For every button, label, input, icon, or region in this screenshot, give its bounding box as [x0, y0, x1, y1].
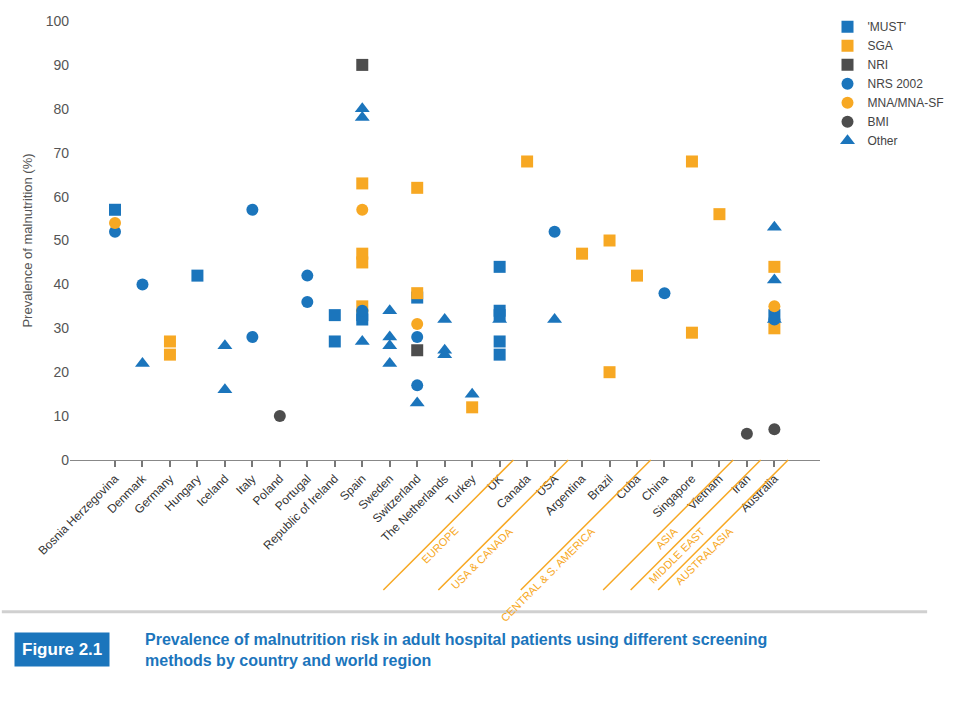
svg-text:The Netherlands: The Netherlands: [378, 472, 451, 545]
svg-text:Turkey: Turkey: [443, 472, 479, 508]
svg-text:Cuba: Cuba: [613, 472, 643, 502]
svg-text:Vietnam: Vietnam: [685, 472, 726, 513]
svg-text:50: 50: [53, 232, 69, 248]
svg-text:Italy: Italy: [233, 472, 258, 497]
svg-text:Prevalence of malnutrition (%): Prevalence of malnutrition (%): [20, 153, 35, 327]
svg-text:Spain: Spain: [337, 472, 369, 504]
svg-text:Portugal: Portugal: [272, 472, 314, 514]
svg-text:Prevalence of malnutrition ris: Prevalence of malnutrition risk in adult…: [145, 631, 767, 669]
svg-text:Switzerland: Switzerland: [370, 472, 424, 526]
svg-text:Brazil: Brazil: [585, 472, 616, 503]
svg-text:90: 90: [53, 57, 69, 73]
svg-text:NRS 2002: NRS 2002: [868, 77, 924, 91]
svg-text:CENTRAL & S. AMERICA: CENTRAL & S. AMERICA: [498, 525, 597, 624]
svg-text:USA: USA: [534, 472, 561, 499]
svg-text:Hungary: Hungary: [162, 472, 204, 514]
svg-text:60: 60: [53, 189, 69, 205]
svg-text:NRI: NRI: [868, 58, 889, 72]
svg-text:SGA: SGA: [868, 39, 893, 53]
svg-text:Figure 2.1: Figure 2.1: [22, 640, 102, 659]
svg-text:Australia: Australia: [738, 472, 781, 515]
svg-text:40: 40: [53, 276, 69, 292]
svg-text:Sweden: Sweden: [356, 472, 397, 513]
svg-text:USA & CANADA: USA & CANADA: [449, 525, 515, 591]
svg-text:10: 10: [53, 408, 69, 424]
svg-text:EUROPE: EUROPE: [419, 524, 460, 565]
svg-text:MIDDLE EAST: MIDDLE EAST: [647, 525, 708, 586]
svg-text:MNA/MNA-SF: MNA/MNA-SF: [868, 96, 944, 110]
svg-text:100: 100: [46, 13, 70, 29]
svg-text:BMI: BMI: [868, 115, 889, 129]
svg-text:Other: Other: [868, 134, 898, 148]
svg-text:'MUST': 'MUST': [868, 20, 907, 34]
svg-text:Republic of Ireland: Republic of Ireland: [260, 472, 341, 553]
svg-text:80: 80: [53, 101, 69, 117]
svg-text:Denmark: Denmark: [105, 471, 150, 516]
svg-text:Bosnia Herzegovina: Bosnia Herzegovina: [36, 472, 122, 558]
svg-text:Argentina: Argentina: [542, 472, 588, 518]
svg-text:UK: UK: [484, 472, 506, 494]
svg-text:20: 20: [53, 364, 69, 380]
svg-text:AUSTRALASIA: AUSTRALASIA: [673, 525, 736, 588]
svg-text:70: 70: [53, 145, 69, 161]
svg-text:Iran: Iran: [729, 472, 754, 497]
svg-text:Singapore: Singapore: [650, 472, 699, 521]
svg-text:Canada: Canada: [494, 472, 534, 512]
svg-text:Poland: Poland: [250, 472, 286, 508]
svg-text:ASIA: ASIA: [653, 525, 680, 552]
svg-text:30: 30: [53, 320, 69, 336]
svg-text:0: 0: [61, 452, 69, 468]
svg-text:China: China: [639, 472, 671, 504]
svg-text:Iceland: Iceland: [194, 472, 231, 509]
svg-text:Germany: Germany: [132, 472, 177, 517]
